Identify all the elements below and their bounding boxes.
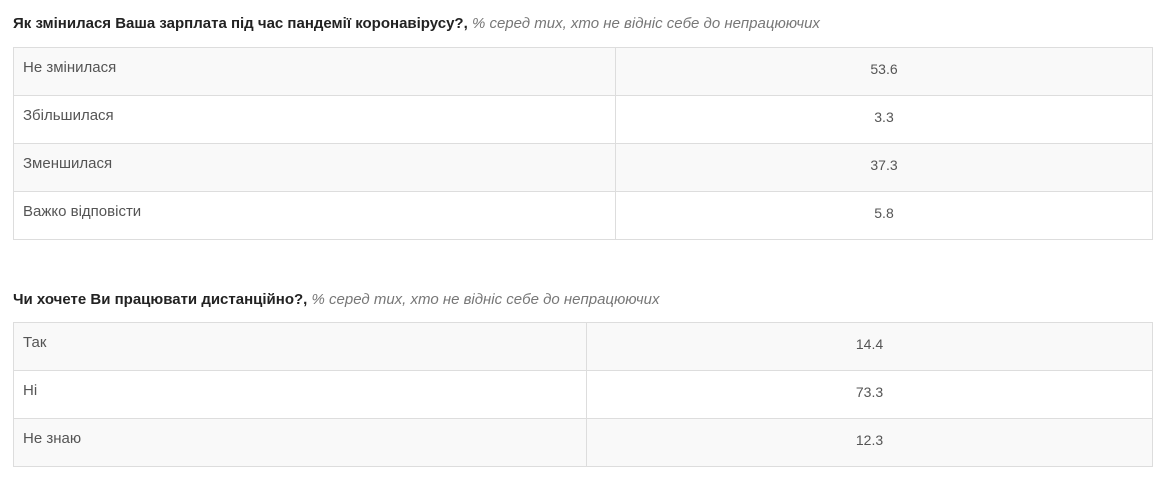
table-row: Важко відповісти 5.8	[13, 191, 1153, 240]
row-value: 12.3	[586, 418, 1153, 467]
salary-change-table: Не змінилася 53.6 Збільшилася 3.3 Зменшила…	[13, 47, 1153, 240]
note: % серед тих, хто не відніс себе до непра…	[471, 15, 820, 32]
table-1-title: Як змінилася Ваша зарплата під час панде…	[13, 15, 820, 32]
row-value: 53.6	[615, 47, 1153, 96]
table-row: Ні 73.3	[13, 370, 1153, 419]
question: Як змінилася Ваша зарплата під час панде…	[13, 15, 464, 32]
remote-work-table: Так 14.4 Ні 73.3 Не знаю 12.3	[13, 322, 1153, 467]
row-label: Так	[13, 322, 587, 371]
row-value: 14.4	[586, 322, 1153, 371]
row-label: Ні	[13, 370, 587, 419]
table-row: Зменшилася 37.3	[13, 143, 1153, 192]
row-value: 37.3	[615, 143, 1153, 192]
table-row: Збільшилася 3.3	[13, 95, 1153, 144]
table-row: Так 14.4	[13, 322, 1153, 371]
row-label: Не змінилася	[13, 47, 616, 96]
table-2-title: Чи хочете Ви працювати дистанційно?, % с…	[13, 291, 660, 308]
note: % серед тих, хто не відніс себе до непра…	[311, 291, 660, 308]
row-label: Збільшилася	[13, 95, 616, 144]
table-row: Не змінилася 53.6	[13, 47, 1153, 96]
table-row: Не знаю 12.3	[13, 418, 1153, 467]
row-label: Зменшилася	[13, 143, 616, 192]
row-value: 5.8	[615, 191, 1153, 240]
row-value: 73.3	[586, 370, 1153, 419]
question: Чи хочете Ви працювати дистанційно?	[13, 291, 304, 308]
row-label: Важко відповісти	[13, 191, 616, 240]
row-value: 3.3	[615, 95, 1153, 144]
row-label: Не знаю	[13, 418, 587, 467]
